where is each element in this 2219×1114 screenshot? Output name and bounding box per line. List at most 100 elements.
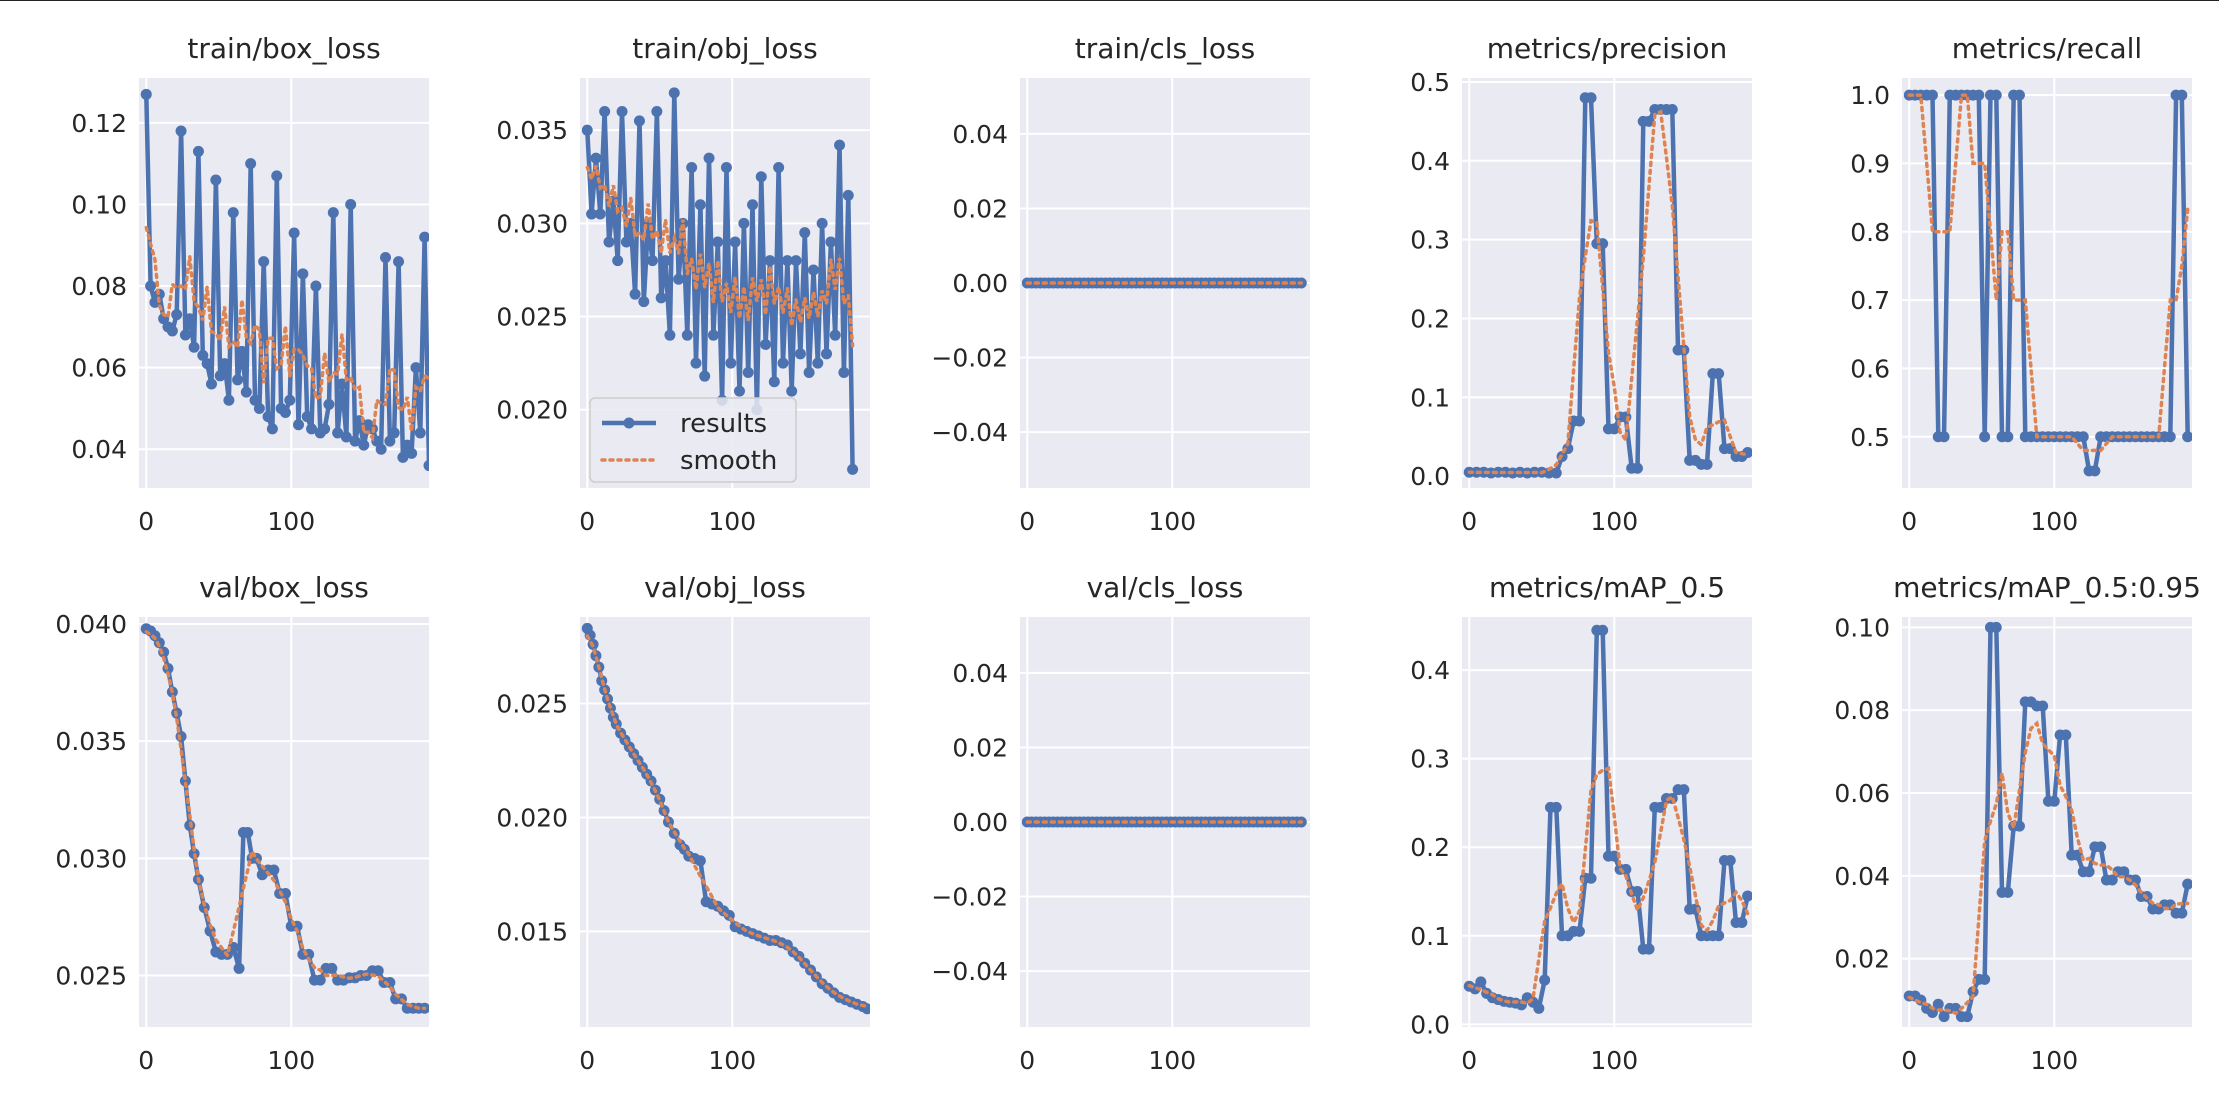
results-point bbox=[171, 309, 183, 321]
results-point bbox=[279, 407, 291, 419]
results-point bbox=[581, 124, 593, 136]
results-point bbox=[1585, 872, 1597, 884]
y-tick-label: 0.02 bbox=[952, 733, 1008, 762]
results-point bbox=[301, 411, 313, 423]
results-point bbox=[1742, 890, 1752, 902]
y-tick-label: 0.3 bbox=[1410, 226, 1450, 255]
results-point bbox=[179, 775, 191, 787]
y-tick-label: 0.025 bbox=[496, 690, 568, 719]
results-point bbox=[651, 106, 663, 118]
smooth-line bbox=[1907, 720, 2190, 1016]
results-point bbox=[612, 255, 624, 267]
results-point bbox=[345, 198, 357, 210]
results-point bbox=[349, 435, 361, 447]
results-point bbox=[1573, 415, 1585, 427]
x-tick-label: 0 bbox=[138, 507, 154, 536]
results-point bbox=[725, 357, 737, 369]
y-tick-label: 0.0 bbox=[1410, 1010, 1450, 1039]
results-point bbox=[388, 427, 400, 439]
y-tick-label: 0.9 bbox=[1850, 149, 1890, 178]
results-point bbox=[419, 231, 429, 243]
y-tick-label: −0.04 bbox=[931, 418, 1008, 447]
x-tick-label: 100 bbox=[1590, 507, 1638, 536]
y-tick-label: 0.030 bbox=[496, 209, 568, 238]
results-point bbox=[1961, 1011, 1973, 1023]
smooth-line bbox=[1467, 766, 1750, 1006]
results-point bbox=[232, 374, 244, 386]
smooth-line bbox=[1907, 93, 2190, 453]
y-tick-label: 0.040 bbox=[55, 610, 127, 639]
results-point bbox=[2002, 886, 2014, 898]
results-point bbox=[2164, 431, 2176, 443]
x-tick-label: 100 bbox=[267, 1046, 315, 1075]
results-point bbox=[306, 423, 318, 435]
y-tick-label: 0.1 bbox=[1410, 383, 1450, 412]
y-tick-label: 0.020 bbox=[496, 803, 568, 832]
x-tick-label: 100 bbox=[708, 1046, 756, 1075]
results-point bbox=[145, 280, 157, 292]
plot-area bbox=[140, 623, 429, 1014]
y-tick-label: −0.02 bbox=[931, 344, 1008, 373]
results-point bbox=[1701, 458, 1713, 470]
results-point bbox=[340, 431, 352, 443]
results-point bbox=[738, 217, 750, 229]
results-line bbox=[585, 90, 855, 470]
y-tick-label: 0.8 bbox=[1850, 218, 1890, 247]
results-point bbox=[638, 296, 650, 308]
x-tick-label: 0 bbox=[579, 507, 595, 536]
results-point bbox=[1550, 467, 1562, 479]
results-point bbox=[1950, 1002, 1962, 1014]
results-point bbox=[1533, 1002, 1545, 1014]
y-tick-label: 0.025 bbox=[496, 303, 568, 332]
smooth-line bbox=[144, 225, 429, 443]
chart-val-cls-loss: 0 100 −0.04 −0.02 0.00 0.02 0.04 val/cls_loss bbox=[931, 571, 1310, 1075]
x-tick-label: 100 bbox=[2030, 507, 2078, 536]
results-point bbox=[655, 292, 667, 304]
smooth-line bbox=[585, 634, 869, 1009]
plot-background bbox=[139, 617, 429, 1027]
x-tick-label: 0 bbox=[579, 1046, 595, 1075]
x-tick-label: 100 bbox=[1148, 1046, 1196, 1075]
results-point bbox=[372, 965, 384, 977]
results-point bbox=[197, 349, 209, 361]
plot-background bbox=[580, 617, 870, 1027]
results-point bbox=[1926, 1007, 1938, 1019]
results-point bbox=[214, 370, 226, 382]
results-point bbox=[184, 313, 196, 325]
legend-results-label: results bbox=[680, 409, 767, 439]
results-point bbox=[1550, 801, 1562, 813]
results-point bbox=[380, 252, 391, 264]
x-tick-label: 100 bbox=[1590, 1046, 1638, 1075]
results-point bbox=[594, 208, 606, 220]
results-point bbox=[742, 366, 754, 378]
results-point bbox=[847, 463, 859, 475]
results-point bbox=[773, 161, 785, 173]
results-point bbox=[777, 357, 789, 369]
y-tick-label: 0.015 bbox=[496, 917, 568, 946]
y-tick-label: 0.030 bbox=[55, 844, 127, 873]
results-point bbox=[2095, 841, 2107, 853]
results-point bbox=[2037, 700, 2049, 712]
results-point bbox=[297, 268, 309, 280]
results-point bbox=[245, 158, 257, 170]
results-point bbox=[2118, 866, 2130, 878]
results-point bbox=[175, 730, 187, 742]
results-point bbox=[249, 394, 261, 406]
results-point bbox=[681, 329, 693, 341]
results-point bbox=[829, 329, 841, 341]
results-point bbox=[375, 443, 387, 455]
legend-results-marker bbox=[623, 417, 635, 429]
chart-metrics-precision: 0 100 0.0 0.1 0.2 0.3 0.4 0.5 metrics/precision bbox=[1410, 32, 1752, 536]
results-point bbox=[323, 398, 335, 410]
chart-title: val/obj_loss bbox=[644, 571, 806, 604]
x-tick-label: 100 bbox=[267, 507, 315, 536]
results-point bbox=[271, 170, 283, 182]
chart-train-cls-loss: 0 100 −0.04 −0.02 0.00 0.02 0.04 train/cls_loss bbox=[931, 32, 1310, 536]
chart-metrics-map-0-5-0-95: 0 100 0.02 0.04 0.06 0.08 0.10metrics/mAP_0.5:… bbox=[1834, 571, 2201, 1075]
results-point bbox=[2182, 431, 2192, 443]
results-point bbox=[223, 394, 235, 406]
results-point bbox=[1713, 930, 1725, 942]
results-point bbox=[729, 236, 741, 248]
plot-area bbox=[1021, 816, 1307, 828]
